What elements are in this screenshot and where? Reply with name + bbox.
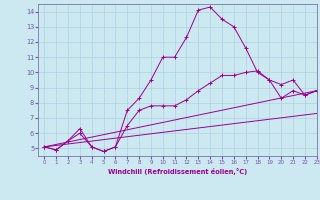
X-axis label: Windchill (Refroidissement éolien,°C): Windchill (Refroidissement éolien,°C)	[108, 168, 247, 175]
